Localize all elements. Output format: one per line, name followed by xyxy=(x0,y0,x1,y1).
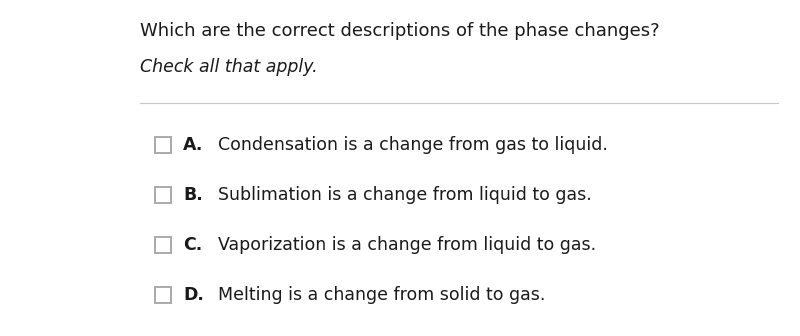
Text: B.: B. xyxy=(183,186,202,204)
Text: Check all that apply.: Check all that apply. xyxy=(140,58,318,76)
Text: Sublimation is a change from liquid to gas.: Sublimation is a change from liquid to g… xyxy=(207,186,592,204)
FancyBboxPatch shape xyxy=(155,187,171,203)
FancyBboxPatch shape xyxy=(155,287,171,303)
Text: D.: D. xyxy=(183,286,204,304)
Text: Vaporization is a change from liquid to gas.: Vaporization is a change from liquid to … xyxy=(207,236,596,254)
Text: Which are the correct descriptions of the phase changes?: Which are the correct descriptions of th… xyxy=(140,22,660,40)
Text: Melting is a change from solid to gas.: Melting is a change from solid to gas. xyxy=(207,286,546,304)
Text: C.: C. xyxy=(183,236,202,254)
FancyBboxPatch shape xyxy=(155,137,171,153)
Text: Condensation is a change from gas to liquid.: Condensation is a change from gas to liq… xyxy=(207,136,608,154)
FancyBboxPatch shape xyxy=(155,237,171,253)
Text: A.: A. xyxy=(183,136,203,154)
